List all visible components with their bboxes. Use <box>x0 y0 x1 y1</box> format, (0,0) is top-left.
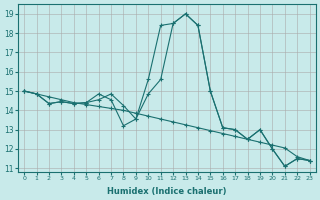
X-axis label: Humidex (Indice chaleur): Humidex (Indice chaleur) <box>107 187 227 196</box>
